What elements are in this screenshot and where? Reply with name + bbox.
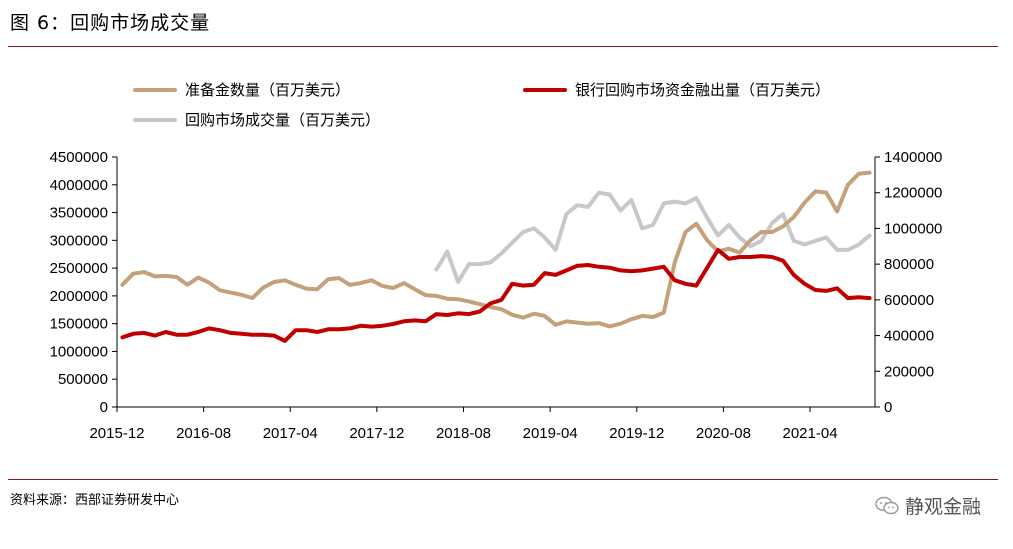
left-tick-label: 500000: [58, 371, 108, 388]
right-tick-label: 1400000: [884, 149, 942, 166]
left-tick-label: 3500000: [50, 205, 108, 222]
legend-label-3: 回购市场成交量（百万美元）: [185, 111, 380, 129]
left-tick-label: 3000000: [50, 232, 108, 249]
right-tick-label: 400000: [884, 328, 934, 345]
left-tick-label: 4500000: [50, 149, 108, 166]
watermark-text: 静观金融: [904, 496, 981, 518]
right-tick-label: 0: [884, 399, 892, 416]
right-tick-label: 1200000: [884, 185, 942, 202]
wechat-icon: [875, 496, 899, 514]
legend: 准备金数量（百万美元） 银行回购市场资金融出量（百万美元） 回购市场成交量（百万美元…: [133, 81, 830, 129]
x-tick-label: 2018-08: [436, 425, 491, 442]
chart-title: 图 6：回购市场成交量: [10, 12, 211, 34]
left-tick-label: 1500000: [50, 316, 108, 333]
x-tick-label: 2017-12: [349, 425, 404, 442]
x-tick-label: 2017-04: [263, 425, 318, 442]
right-tick-label: 1000000: [884, 220, 942, 237]
series-line-1: [120, 170, 872, 329]
left-tick-label: 0: [100, 399, 108, 416]
watermark: 静观金融: [875, 492, 981, 519]
x-tick-label: 2016-08: [176, 425, 231, 442]
x-tick-label: 2015-12: [89, 425, 144, 442]
left-tick-label: 2000000: [50, 288, 108, 305]
left-tick-label: 1000000: [50, 343, 108, 360]
top-divider: [8, 46, 998, 47]
axes: 4500000400000035000003000000250000020000…: [50, 149, 943, 442]
x-tick-label: 2020-08: [696, 425, 751, 442]
right-tick-label: 800000: [884, 256, 934, 273]
right-tick-label: 200000: [884, 363, 934, 380]
legend-label-1: 准备金数量（百万美元）: [185, 81, 350, 99]
x-tick-label: 2019-12: [609, 425, 664, 442]
plot-area: [120, 170, 872, 343]
left-tick-label: 4000000: [50, 177, 108, 194]
source-note: 资料来源：西部证券研发中心: [10, 493, 180, 508]
chart-canvas: 准备金数量（百万美元） 银行回购市场资金融出量（百万美元） 回购市场成交量（百万美元…: [50, 81, 943, 442]
x-tick-label: 2021-04: [782, 425, 837, 442]
series-line-3: [434, 190, 872, 284]
legend-label-2: 银行回购市场资金融出量（百万美元）: [575, 81, 830, 99]
x-tick-label: 2019-04: [523, 425, 578, 442]
series-line-2: [120, 247, 872, 343]
right-tick-label: 600000: [884, 292, 934, 309]
bottom-divider: [8, 479, 998, 480]
left-tick-label: 2500000: [50, 260, 108, 277]
